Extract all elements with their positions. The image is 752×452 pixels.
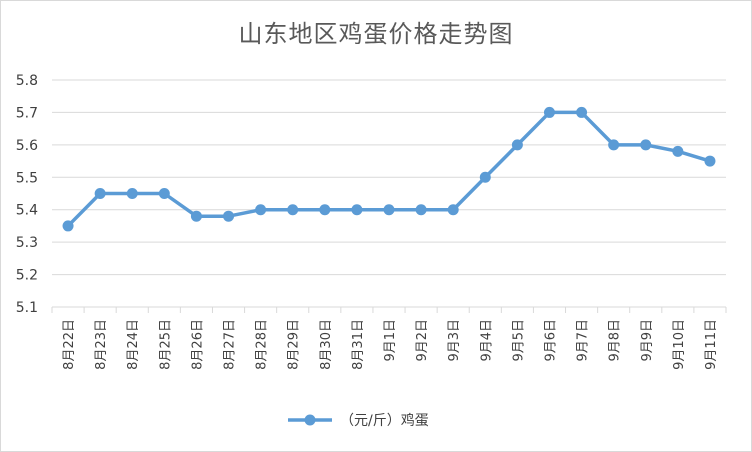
x-tick-label: 8月25日 (158, 319, 173, 370)
data-point (447, 204, 459, 216)
legend: （元/斤）鸡蛋 (288, 412, 429, 429)
y-tick-label: 5.6 (16, 138, 38, 154)
x-tick-label: 9月4日 (479, 319, 494, 362)
y-tick-label: 5.8 (16, 73, 38, 89)
legend-marker (304, 414, 316, 426)
x-tick-label: 8月24日 (126, 319, 141, 370)
x-tick-label: 8月29日 (287, 319, 302, 370)
chart-title: 山东地区鸡蛋价格走势图 (238, 20, 514, 48)
y-tick-label: 5.5 (16, 170, 38, 186)
data-point (511, 139, 523, 151)
data-point (351, 204, 363, 216)
x-axis-ticks: 8月22日 8月23日 8月24日 8月25日 8月26日 8月27日 8月28日 8月29日… (62, 319, 719, 370)
x-tick-label: 9月6日 (543, 319, 558, 362)
data-point (576, 106, 588, 118)
x-tick-label: 9月10日 (672, 319, 687, 370)
x-tick-label: 8月22日 (62, 319, 77, 370)
y-tick-label: 5.7 (16, 105, 38, 121)
x-tick-label: 9月5日 (511, 319, 526, 362)
data-point (158, 188, 170, 199)
data-point (223, 210, 235, 222)
data-point (672, 145, 684, 157)
legend-label: （元/斤）鸡蛋 (340, 412, 429, 429)
x-tick-label: 8月30日 (319, 319, 334, 370)
x-tick-label: 9月3日 (447, 319, 462, 362)
x-tick-label: 9月2日 (415, 319, 430, 362)
data-point (383, 204, 395, 216)
x-tick-label: 8月27日 (223, 319, 238, 370)
data-point (640, 139, 652, 151)
y-tick-label: 5.1 (16, 300, 38, 316)
x-tick-label: 8月31日 (351, 319, 366, 370)
data-point (479, 171, 491, 183)
x-tick-label: 9月9日 (640, 319, 655, 362)
data-point (190, 210, 202, 222)
data-point (62, 220, 74, 232)
y-tick-label: 5.4 (16, 203, 38, 219)
data-point (543, 106, 555, 118)
x-tick-label: 9月11日 (704, 319, 719, 370)
data-point (287, 204, 299, 216)
x-tick-label: 8月23日 (94, 319, 109, 370)
data-point (126, 188, 138, 199)
data-point (94, 188, 106, 199)
data-point (255, 204, 267, 216)
y-tick-label: 5.2 (16, 268, 38, 284)
data-point (415, 204, 427, 216)
series-layer (62, 106, 716, 232)
data-point (608, 139, 620, 151)
gridlines (51, 79, 727, 313)
data-point (704, 155, 716, 167)
y-tick-label: 5.3 (16, 235, 38, 251)
x-tick-label: 9月7日 (576, 319, 591, 362)
x-tick-label: 8月28日 (255, 319, 270, 370)
data-point (319, 204, 331, 216)
x-tick-label: 8月26日 (190, 319, 205, 370)
x-tick-label: 9月1日 (383, 319, 398, 362)
x-tick-label: 9月8日 (608, 319, 623, 362)
y-axis-ticks: 5.1 5.2 5.3 5.4 5.5 5.6 5.7 5.8 (16, 73, 38, 316)
